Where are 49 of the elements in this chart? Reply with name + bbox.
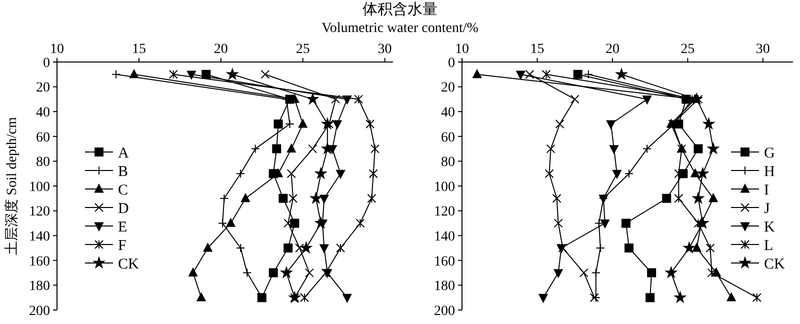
legend-label: C xyxy=(118,182,128,198)
legend-label: I xyxy=(764,182,769,198)
x-tick-label: 25 xyxy=(680,42,695,57)
y-tick-label: 200 xyxy=(29,304,50,319)
chart-title: 体积含水量 xyxy=(362,1,438,18)
y-tick-label: 160 xyxy=(434,254,455,270)
y-tick-label: 120 xyxy=(29,204,50,220)
y-tick-label: 80 xyxy=(441,155,455,170)
y-tick-label: 0 xyxy=(448,56,455,71)
x-tick-label: 20 xyxy=(214,42,228,57)
y-tick-label: 100 xyxy=(29,180,50,195)
y-tick-label: 140 xyxy=(29,230,50,244)
y-tick-label: 120 xyxy=(434,204,455,220)
y-axis-title: 土层深度 Soil depth/cm xyxy=(4,117,20,255)
x-tick-label: 20 xyxy=(605,42,620,57)
y-tick-label: 80 xyxy=(36,155,50,170)
x-tick-label: 30 xyxy=(756,42,770,57)
x-tick-label: 10 xyxy=(455,42,469,57)
y-tick-label: 200 xyxy=(434,304,455,319)
x-axis-title: Volumetric water content/% xyxy=(322,21,479,36)
legend-label: A xyxy=(118,145,129,162)
y-tick-label: 40 xyxy=(36,106,50,120)
y-tick-label: 180 xyxy=(29,279,50,294)
x-tick-label: 15 xyxy=(530,42,544,57)
y-tick-label: 100 xyxy=(434,180,455,195)
legend-label: G xyxy=(764,145,775,162)
legend-label: CK xyxy=(764,256,786,272)
legend-label: L xyxy=(764,238,774,254)
y-tick-label: 40 xyxy=(441,106,455,120)
x-tick-label: 10 xyxy=(50,42,64,57)
y-tick-label: 0 xyxy=(43,56,50,71)
x-tick-label: 25 xyxy=(296,42,310,57)
legend-label: F xyxy=(118,238,126,254)
y-tick-label: 60 xyxy=(36,130,50,146)
legend-label: CK xyxy=(118,256,140,272)
legend-label: J xyxy=(764,200,770,217)
legend-label: D xyxy=(118,200,129,217)
legend-label: H xyxy=(764,164,775,180)
y-tick-label: 20 xyxy=(441,80,455,96)
y-tick-label: 60 xyxy=(441,130,455,146)
y-tick-label: 140 xyxy=(434,230,455,244)
x-tick-label: 30 xyxy=(378,42,392,57)
x-tick-label: 15 xyxy=(132,42,146,57)
legend-label: K xyxy=(764,219,775,236)
y-tick-label: 20 xyxy=(36,80,50,96)
legend-label: E xyxy=(118,219,128,236)
legend-label: B xyxy=(118,164,128,180)
y-tick-label: 180 xyxy=(434,279,455,294)
y-tick-label: 160 xyxy=(29,254,50,270)
